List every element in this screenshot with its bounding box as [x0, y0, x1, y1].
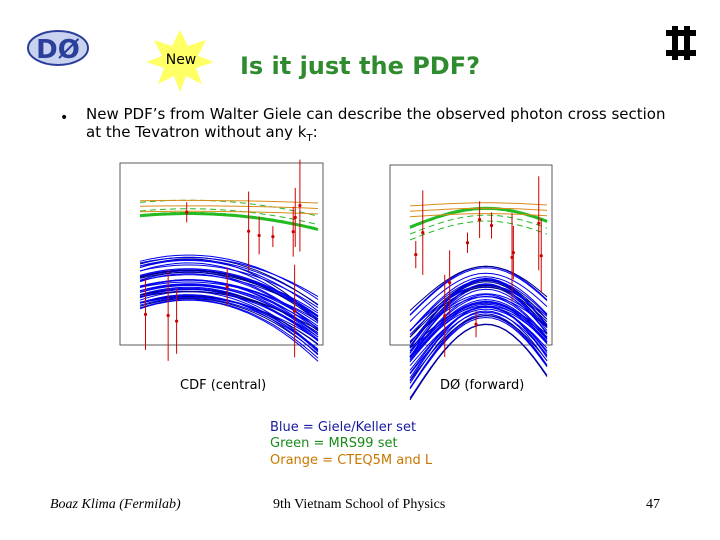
pdf-curve	[409, 293, 548, 343]
pdf-curve	[139, 298, 319, 355]
data-point	[465, 241, 470, 245]
legend-item: Green = MRS99 set	[270, 436, 398, 451]
data-point	[474, 322, 478, 326]
data-point	[443, 314, 447, 318]
pdf-curve	[409, 272, 548, 322]
data-point	[539, 254, 543, 258]
pdf-curve	[409, 294, 548, 357]
data-point	[537, 221, 541, 225]
data-point	[291, 230, 295, 234]
mrs-curve	[139, 212, 319, 231]
data-point	[489, 223, 494, 228]
pdf-curve	[409, 310, 548, 384]
bullet-tail: :	[312, 123, 318, 141]
plot-frame	[119, 162, 324, 346]
mrs-curve	[409, 220, 548, 241]
pdf-curve	[139, 296, 319, 341]
pdf-curve	[139, 259, 319, 305]
pdf-curve	[139, 262, 319, 322]
data-point	[143, 312, 148, 316]
data-point	[448, 280, 452, 285]
data-point	[257, 233, 261, 238]
logo-text: DØ	[36, 35, 80, 65]
data-point	[175, 319, 179, 323]
footer-left: Boaz Klima (Fermilab)	[50, 497, 181, 512]
data-point	[225, 285, 229, 289]
pdf-curve	[409, 283, 548, 352]
data-point	[185, 210, 189, 214]
pdf-curve	[139, 299, 319, 359]
footer-right: 47	[646, 497, 660, 512]
data-point	[478, 218, 482, 222]
pdf-curve	[139, 281, 319, 321]
pdf-curve	[409, 276, 548, 332]
cteq-curve	[139, 205, 319, 209]
pdf-curve	[409, 316, 548, 389]
legend-item: Blue = Giele/Keller set	[270, 420, 416, 435]
pdf-curve	[139, 269, 319, 322]
cteq-curve	[409, 213, 548, 218]
mrs-curve	[409, 214, 548, 235]
bullet-body: New PDF’s from Walter Giele can describe…	[86, 105, 666, 141]
legend-item: Orange = CTEQ5M and L	[270, 453, 433, 468]
plot-caption: CDF (central)	[180, 378, 266, 393]
data-point	[247, 229, 251, 233]
data-point	[421, 231, 425, 235]
bullet-sub: T	[306, 133, 313, 144]
data-point	[511, 251, 515, 255]
cteq-curve	[139, 199, 319, 204]
pdf-curve	[409, 313, 548, 389]
pdf-curve	[409, 285, 548, 354]
cteq-curve	[409, 202, 548, 207]
pdf-curve	[139, 299, 319, 362]
data-point	[293, 215, 297, 220]
data-point	[298, 203, 302, 208]
pdf-curve	[139, 268, 319, 317]
pdf-curve	[409, 303, 548, 362]
pdf-curve	[409, 265, 548, 311]
badge-star	[146, 30, 214, 92]
pdf-curve	[139, 259, 319, 312]
badge: New	[166, 52, 197, 68]
pdf-curve	[409, 323, 548, 401]
data-point	[510, 255, 514, 260]
pdf-curve	[409, 305, 548, 381]
pdf-curve	[139, 297, 319, 351]
cteq-curve	[409, 207, 548, 212]
data-point	[271, 235, 275, 239]
title: Is it just the PDF?	[240, 52, 480, 80]
data-point	[166, 313, 170, 318]
plots	[119, 159, 553, 401]
bullet-text: New PDF’s from Walter Giele can describe…	[86, 105, 666, 148]
cteq-curve	[139, 210, 319, 215]
plot-caption: DØ (forward)	[440, 378, 524, 393]
pdf-curve	[139, 284, 319, 329]
bullet-dot: •	[60, 110, 68, 126]
pdf-curve	[409, 305, 548, 352]
pdf-curve	[409, 299, 548, 358]
footer-center: 9th Vietnam School of Physics	[273, 497, 445, 512]
pdf-curve	[139, 294, 319, 356]
logo-oval	[27, 30, 89, 66]
data-point	[414, 253, 418, 257]
pdf-curve	[409, 267, 548, 316]
pdf-curve	[139, 279, 319, 327]
pdf-curve	[409, 286, 548, 338]
bullet-box: New PDF’s from Walter Giele can describe…	[86, 105, 666, 148]
pdf-curve	[139, 288, 319, 351]
fermilab-logo	[666, 26, 696, 60]
pdf-curve	[139, 254, 319, 300]
pdf-curve	[409, 306, 548, 371]
pdf-curve	[139, 257, 319, 298]
data-point	[293, 309, 297, 313]
mrs-curve	[409, 208, 548, 229]
pdf-curve	[139, 286, 319, 342]
plot-frame	[389, 164, 553, 346]
pdf-curve	[409, 278, 548, 349]
